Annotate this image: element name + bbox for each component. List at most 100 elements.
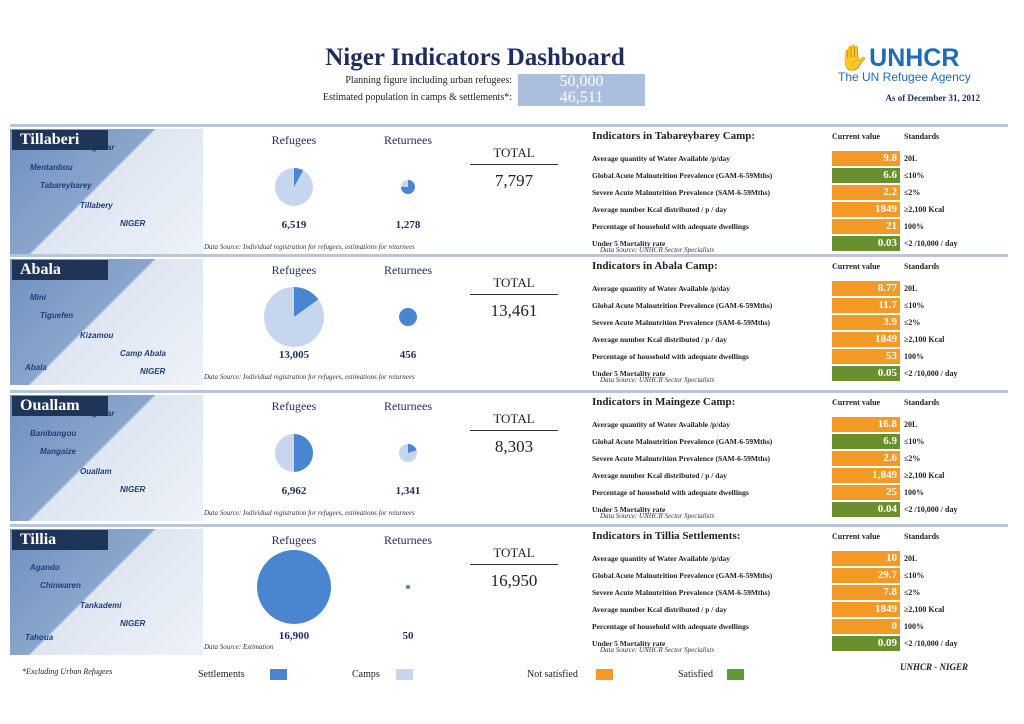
standards-header: Standards: [904, 262, 940, 271]
indicator-standard: ≥2,100 Kcal: [904, 471, 945, 480]
indicator-value: 6.9: [832, 434, 900, 449]
planning-label: Planning figure including urban refugees…: [345, 75, 512, 86]
footnote: *Excluding Urban Refugees: [22, 667, 113, 676]
total-label: TOTAL: [470, 275, 558, 295]
region-title: Abala: [12, 260, 108, 280]
indicator-standard: <2 /10,000 / day: [904, 505, 958, 514]
indicator-label: Average number Kcal distributed / p / da…: [592, 605, 727, 614]
indicators-source: Data Source: UNHCR Sector Specialists: [600, 512, 715, 520]
indicator-standard: 100%: [904, 488, 924, 497]
returnees-count: 456: [399, 349, 417, 361]
indicator-value: 0.04: [832, 502, 900, 517]
indicators-title: Indicators in Tabareybarey Camp:: [592, 130, 756, 142]
indicator-label: Percentage of household with adequate dw…: [592, 622, 749, 631]
population-source: Data Source: Individual registration for…: [204, 243, 415, 251]
indicator-label: Average number Kcal distributed / p / da…: [592, 205, 727, 214]
indicator-label: Percentage of household with adequate dw…: [592, 222, 749, 231]
indicator-value: 0: [832, 619, 900, 634]
indicator-value: 16.8: [832, 417, 900, 432]
estimated-value: 46,511: [518, 90, 645, 106]
indicator-standard: 20L: [904, 554, 918, 563]
region-map: ChinegodarMentanbouTabareybareyTillabery…: [10, 129, 203, 255]
indicators-source: Data Source: UNHCR Sector Specialists: [600, 376, 715, 384]
population-source: Data Source: Estimation: [204, 643, 274, 651]
refugees-header: Refugees: [271, 533, 317, 547]
current-value-header: Current value: [832, 262, 881, 271]
map-place-label: Chinwaren: [40, 581, 81, 590]
indicator-value: 1849: [832, 332, 900, 347]
indicator-label: Percentage of household with adequate dw…: [592, 352, 749, 361]
current-value-header: Current value: [832, 398, 881, 407]
indicator-value: 25: [832, 485, 900, 500]
map-place-label: Tabareybarey: [40, 181, 92, 190]
indicator-value: 3.9: [832, 315, 900, 330]
returnees-count: 1,341: [395, 485, 421, 497]
returnees-pie: [406, 585, 410, 589]
map-place-label: NIGER: [120, 219, 146, 228]
current-value-header: Current value: [832, 532, 881, 541]
standards-header: Standards: [904, 532, 940, 541]
indicator-standard: ≥2,100 Kcal: [904, 335, 945, 344]
legend-swatch-camps: [396, 669, 413, 680]
refugees-pie: [264, 287, 324, 347]
indicator-standard: ≥2,100 Kcal: [904, 205, 945, 214]
indicator-standard: ≤10%: [904, 171, 925, 180]
indicator-standard: 100%: [904, 352, 924, 361]
planning-value: 50,000: [518, 74, 645, 90]
returnees-count: 50: [402, 630, 414, 642]
region-map: ChinegodarBanibangouMangaizeOuallamNIGER…: [10, 395, 203, 521]
refugees-pie: [275, 434, 313, 472]
indicator-standard: ≤2%: [904, 188, 921, 197]
map-place-label: Mini: [30, 293, 46, 302]
indicator-value: 9.8: [832, 151, 900, 166]
legend-settlements: Settlements: [198, 669, 245, 680]
map-place-label: Ouallam: [80, 467, 112, 476]
indicator-standard: <2 /10,000 / day: [904, 239, 958, 248]
indicator-label: Severe Acute Malnutrition Prevalence (SA…: [592, 588, 771, 597]
region-section-ouallam: ChinegodarBanibangouMangaizeOuallamNIGER…: [10, 390, 1008, 521]
map-place-label: Abala: [25, 363, 47, 372]
indicator-standard: ≥2,100 Kcal: [904, 605, 945, 614]
legend-swatch-satisfied: [727, 669, 744, 680]
population-source: Data Source: Individual registration for…: [204, 509, 415, 517]
returnees-header: Returnees: [384, 263, 432, 277]
total-value: 8,303: [494, 437, 534, 456]
indicator-standard: 20L: [904, 154, 918, 163]
returnees-pie: [399, 444, 417, 462]
returnees-header: Returnees: [384, 399, 432, 413]
map-place-label: Kizamou: [80, 331, 114, 340]
indicator-label: Severe Acute Malnutrition Prevalence (SA…: [592, 454, 771, 463]
indicator-label: Average number Kcal distributed / p / da…: [592, 471, 727, 480]
indicator-standard: 20L: [904, 284, 918, 293]
refugees-header: Refugees: [271, 263, 317, 277]
indicator-value: 0.03: [832, 236, 900, 251]
indicator-label: Under 5 Mortality rate: [592, 239, 666, 248]
map-place-label: NIGER: [120, 619, 146, 628]
returnees-count: 1,278: [395, 219, 421, 231]
indicator-value: 53: [832, 349, 900, 364]
refugees-count: 13,005: [278, 349, 310, 361]
returnees-header: Returnees: [384, 533, 432, 547]
as-of-date: As of December 31, 2012: [885, 93, 980, 103]
indicator-standard: ≤10%: [904, 301, 925, 310]
map-place-label: NIGER: [140, 367, 166, 376]
legend-camps: Camps: [352, 669, 380, 680]
refugees-header: Refugees: [271, 399, 317, 413]
indicator-standard: 20L: [904, 420, 918, 429]
indicator-standard: ≤2%: [904, 318, 921, 327]
pie-slice-settlements: [257, 550, 331, 624]
indicator-label: Severe Acute Malnutrition Prevalence (SA…: [592, 318, 771, 327]
region-section-tillaberi: ChinegodarMentanbouTabareybareyTillabery…: [10, 124, 1008, 255]
indicator-value: 1849: [832, 202, 900, 217]
map-place-label: Banibangou: [30, 429, 77, 438]
pie-slice-settlements: [399, 308, 417, 326]
returnees-pie: [399, 308, 417, 326]
region-map: MALIAgandoChinwarenTankademiNIGERTahoua …: [10, 529, 203, 655]
total-value: 13,461: [490, 301, 538, 320]
refugees-header: Refugees: [271, 133, 317, 147]
indicator-label: Global Acute Malnutrition Prevalence (GA…: [592, 171, 773, 180]
legend-swatch-not-satisfied: [596, 669, 613, 680]
indicators-source: Data Source: UNHCR Sector Specialists: [600, 646, 715, 654]
legend-swatch-settlements: [270, 669, 287, 680]
indicator-label: Under 5 Mortality rate: [592, 369, 666, 378]
